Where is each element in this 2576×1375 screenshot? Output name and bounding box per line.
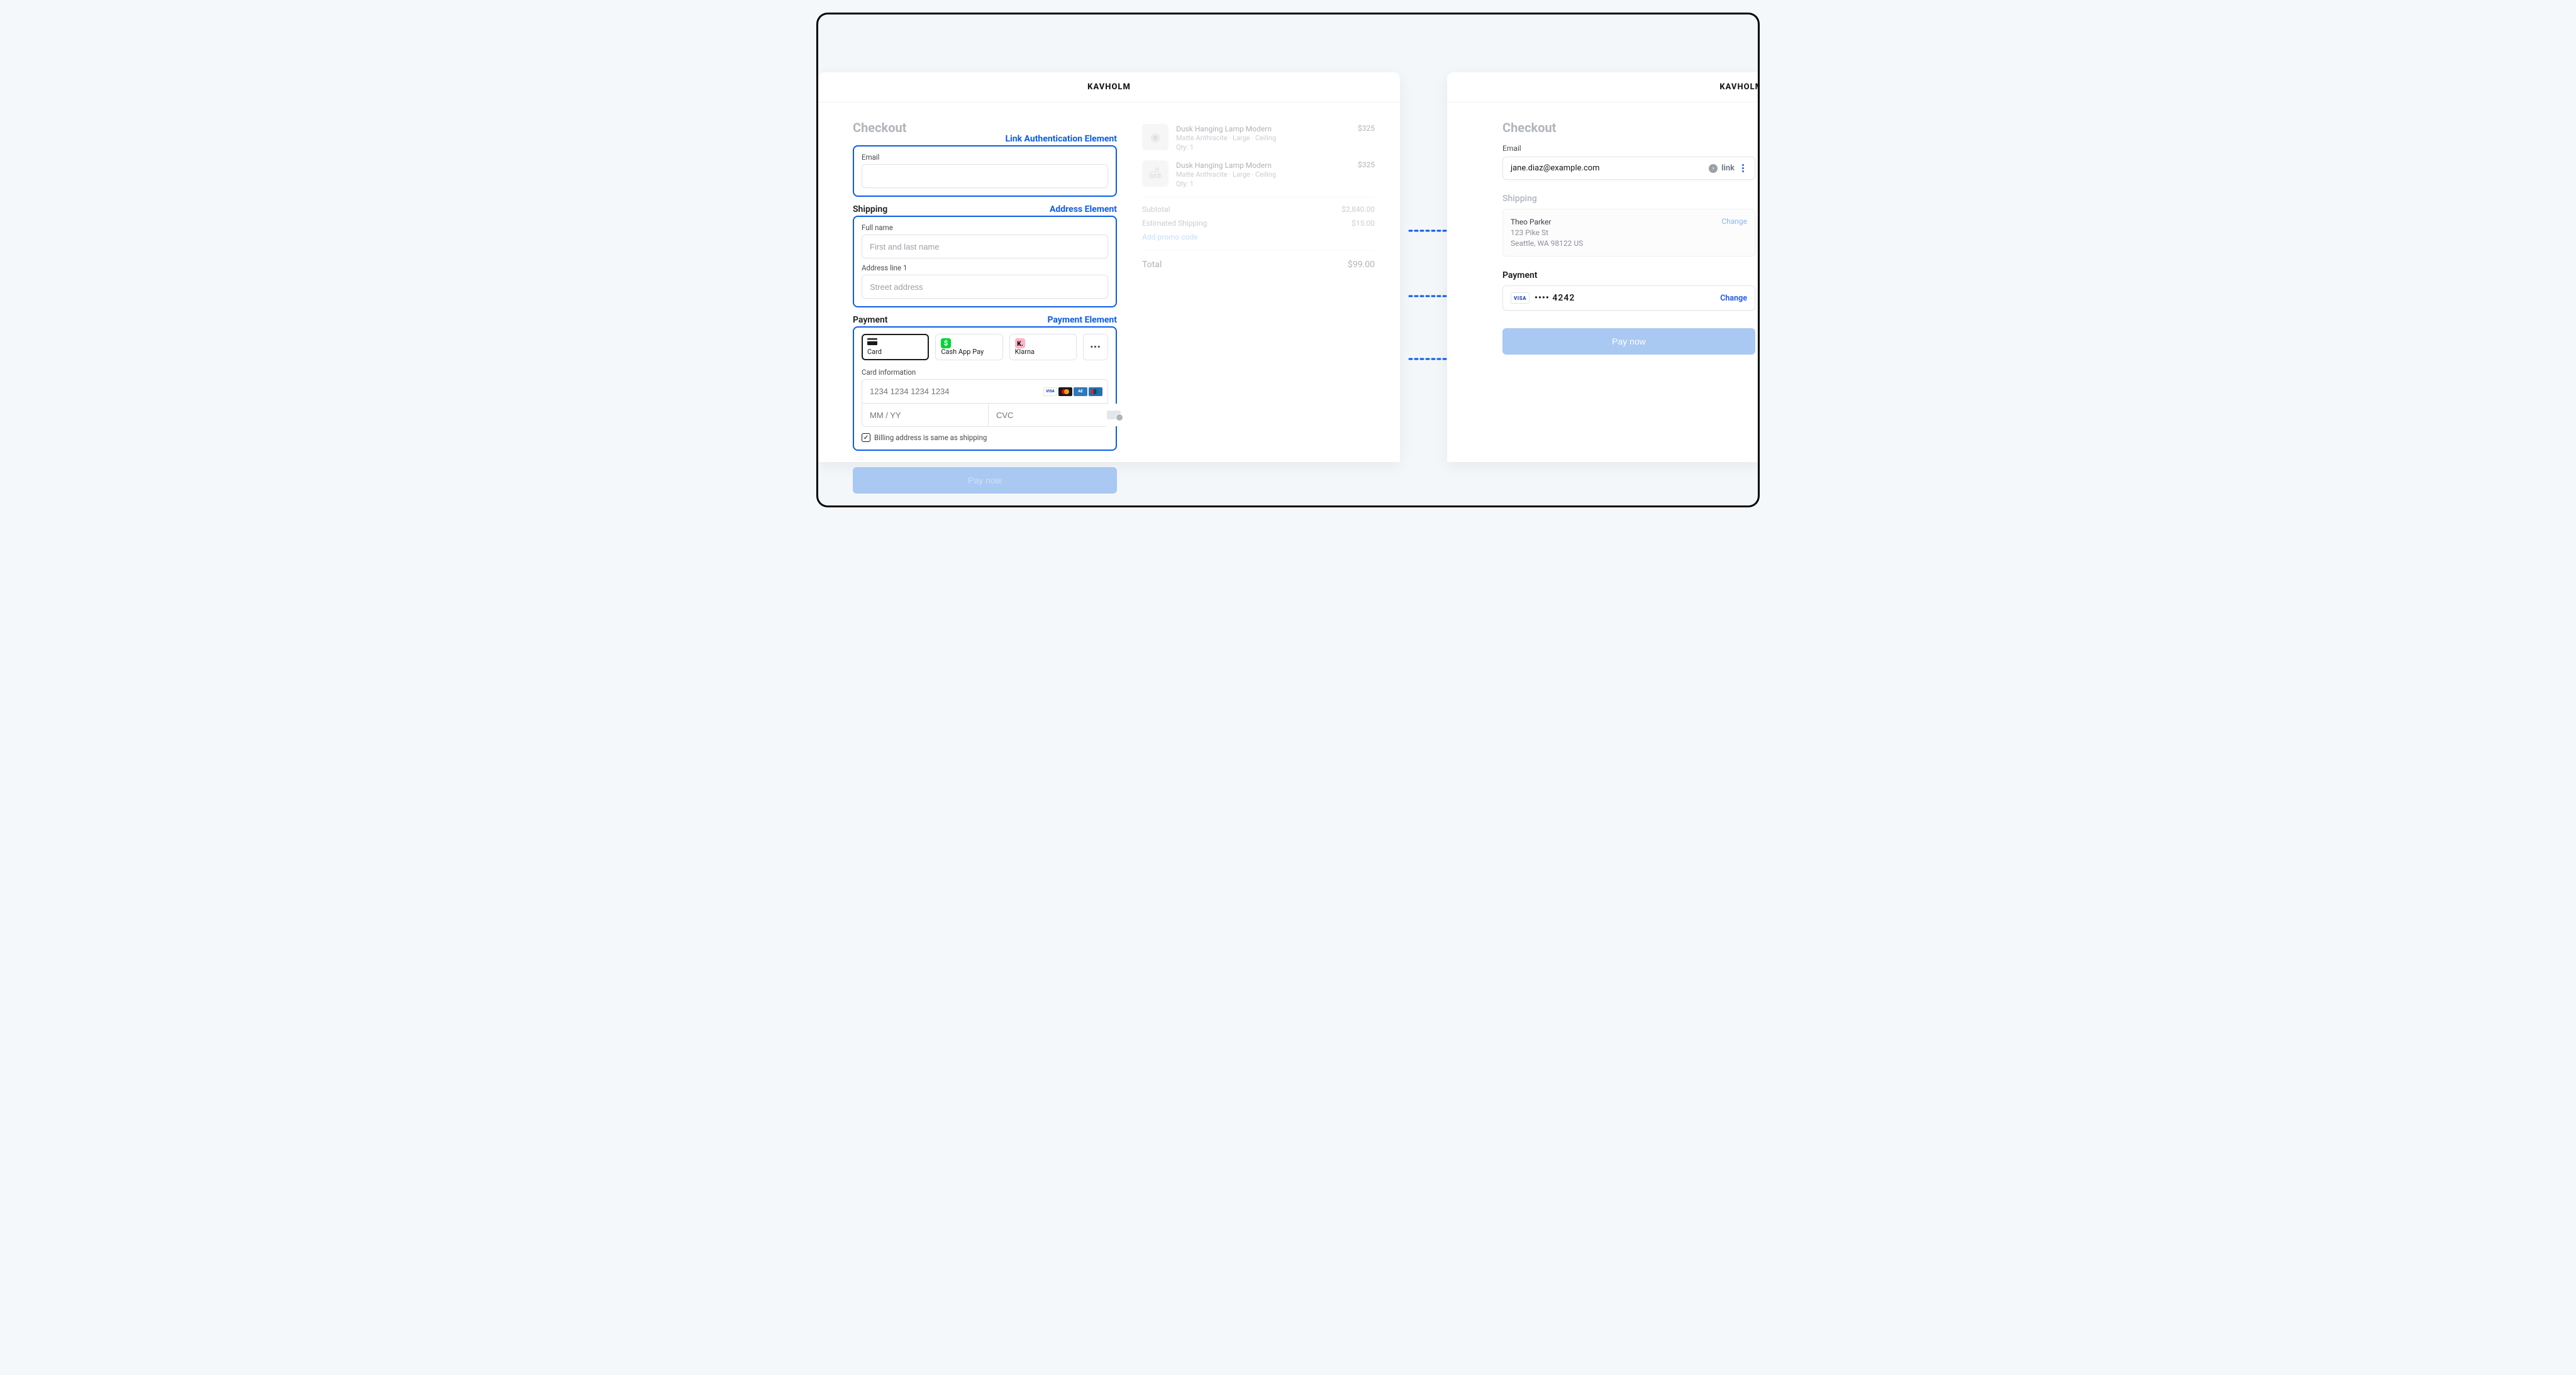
card-info-label: Card information bbox=[862, 368, 1108, 377]
change-shipping-link[interactable]: Change bbox=[1721, 217, 1747, 248]
card-brand-icons: VISA AE bbox=[1043, 387, 1102, 396]
payment-section-label: Payment bbox=[1502, 270, 1755, 280]
line-item-meta: Matte Anthracite · Large · Ceiling bbox=[1176, 170, 1350, 180]
shipping-line2: Seattle, WA 98122 US bbox=[1511, 238, 1583, 249]
line-item: ◉ Dusk Hanging Lamp Modern Matte Anthrac… bbox=[1142, 124, 1375, 153]
svg-text:K.: K. bbox=[1017, 340, 1023, 348]
cvc-icon bbox=[1107, 411, 1121, 419]
line-item-title: Dusk Hanging Lamp Modern bbox=[1176, 124, 1350, 134]
est-shipping-value: $15.00 bbox=[1352, 219, 1375, 228]
shipping-section-label: Shipping bbox=[853, 204, 887, 214]
mastercard-icon bbox=[1058, 387, 1072, 396]
shipping-name: Theo Parker bbox=[1511, 217, 1583, 228]
full-name-label: Full name bbox=[862, 223, 1108, 232]
add-promo-link[interactable]: Add promo code bbox=[1142, 233, 1375, 241]
shipping-line1: 123 Pike St bbox=[1511, 228, 1583, 238]
line-item-title: Dusk Hanging Lamp Modern bbox=[1176, 160, 1350, 170]
pay-now-button[interactable]: Pay now bbox=[1502, 328, 1755, 355]
email-label: Email bbox=[862, 153, 1108, 162]
email-display[interactable]: jane.diaz@example.com › link bbox=[1502, 157, 1755, 180]
checkout-title: Checkout bbox=[1502, 120, 1755, 135]
payment-tab-cashapp-label: Cash App Pay bbox=[941, 348, 997, 356]
card-icon bbox=[867, 338, 877, 346]
payment-element-label: Payment Element bbox=[1047, 315, 1117, 325]
payment-tab-cashapp[interactable]: $ Cash App Pay bbox=[935, 334, 1002, 360]
kebab-icon[interactable] bbox=[1738, 164, 1747, 172]
order-summary: ◉ Dusk Hanging Lamp Modern Matte Anthrac… bbox=[1142, 120, 1375, 494]
change-payment-link[interactable]: Change bbox=[1720, 294, 1747, 303]
check-icon: ✓ bbox=[862, 433, 870, 442]
payment-summary: VISA •••• 4242 Change bbox=[1502, 285, 1755, 311]
amex-icon: AE bbox=[1074, 387, 1087, 396]
address-element-label: Address Element bbox=[1050, 204, 1117, 214]
brand-bar: KAVHOLM bbox=[818, 72, 1400, 102]
total-value: $99.00 bbox=[1348, 260, 1375, 270]
line-item-qty: Qty: 1 bbox=[1176, 180, 1350, 189]
email-value: jane.diaz@example.com bbox=[1511, 163, 1600, 173]
card-cvc-input[interactable] bbox=[996, 411, 1107, 420]
address-line1-label: Address line 1 bbox=[862, 263, 1108, 272]
visa-icon: VISA bbox=[1043, 387, 1057, 396]
line-item-meta: Matte Anthracite · Large · Ceiling bbox=[1176, 134, 1350, 143]
payment-element: Card $ Cash App Pay K. bbox=[853, 326, 1117, 451]
billing-same-label: Billing address is same as shipping bbox=[874, 433, 987, 442]
card-expiry-input[interactable] bbox=[870, 411, 980, 420]
link-circle-icon: › bbox=[1709, 164, 1718, 173]
line-item-price: $325 bbox=[1358, 124, 1375, 153]
link-auth-element-label: Link Authentication Element bbox=[1005, 134, 1117, 144]
billing-same-checkbox[interactable]: ✓ Billing address is same as shipping bbox=[862, 433, 1108, 442]
total-label: Total bbox=[1142, 260, 1162, 270]
address-element: Full name Address line 1 bbox=[853, 216, 1117, 307]
subtotal-label: Subtotal bbox=[1142, 205, 1170, 214]
full-name-input[interactable] bbox=[862, 235, 1108, 258]
card-number-input[interactable] bbox=[870, 387, 1043, 396]
pay-now-button[interactable]: Pay now bbox=[853, 467, 1117, 494]
brand-logo: KAVHOLM bbox=[1719, 82, 1758, 92]
link-auth-element: Email bbox=[853, 145, 1117, 197]
cashapp-icon: $ bbox=[941, 338, 951, 346]
shipping-section-label: Shipping bbox=[1502, 194, 1755, 204]
checkout-panel-left: KAVHOLM Checkout Link Authentication Ele… bbox=[818, 72, 1400, 462]
shipping-summary: Theo Parker 123 Pike St Seattle, WA 9812… bbox=[1502, 209, 1755, 257]
est-shipping-label: Estimated Shipping bbox=[1142, 219, 1207, 228]
product-thumb: 🛋 bbox=[1142, 160, 1169, 187]
payment-tab-more[interactable]: ••• bbox=[1083, 334, 1108, 360]
svg-text:$: $ bbox=[944, 338, 948, 347]
address-line1-input[interactable] bbox=[862, 275, 1108, 299]
payment-tab-card-label: Card bbox=[867, 348, 923, 356]
payment-section-label: Payment bbox=[853, 315, 888, 325]
checkout-title: Checkout bbox=[853, 120, 906, 135]
subtotal-value: $2,840.00 bbox=[1341, 205, 1375, 214]
checkout-panel-right: KAVHOLM Checkout Email jane.diaz@example… bbox=[1447, 72, 1758, 462]
link-text: link bbox=[1721, 163, 1735, 173]
email-input[interactable] bbox=[862, 164, 1108, 188]
line-item-qty: Qty: 1 bbox=[1176, 143, 1350, 153]
line-item-price: $325 bbox=[1358, 160, 1375, 189]
line-item: 🛋 Dusk Hanging Lamp Modern Matte Anthrac… bbox=[1142, 160, 1375, 189]
card-last4: •••• 4242 bbox=[1535, 293, 1575, 303]
email-label: Email bbox=[1502, 144, 1755, 153]
klarna-icon: K. bbox=[1015, 338, 1025, 346]
payment-tab-klarna-label: Klarna bbox=[1015, 348, 1071, 356]
brand-bar: KAVHOLM bbox=[1447, 72, 1758, 102]
more-icon: ••• bbox=[1090, 343, 1101, 352]
brand-logo: KAVHOLM bbox=[1087, 82, 1131, 92]
payment-tab-card[interactable]: Card bbox=[862, 334, 929, 360]
unionpay-icon bbox=[1089, 387, 1102, 396]
visa-icon: VISA bbox=[1511, 292, 1530, 304]
payment-tab-klarna[interactable]: K. Klarna bbox=[1009, 334, 1077, 360]
product-thumb: ◉ bbox=[1142, 124, 1169, 150]
